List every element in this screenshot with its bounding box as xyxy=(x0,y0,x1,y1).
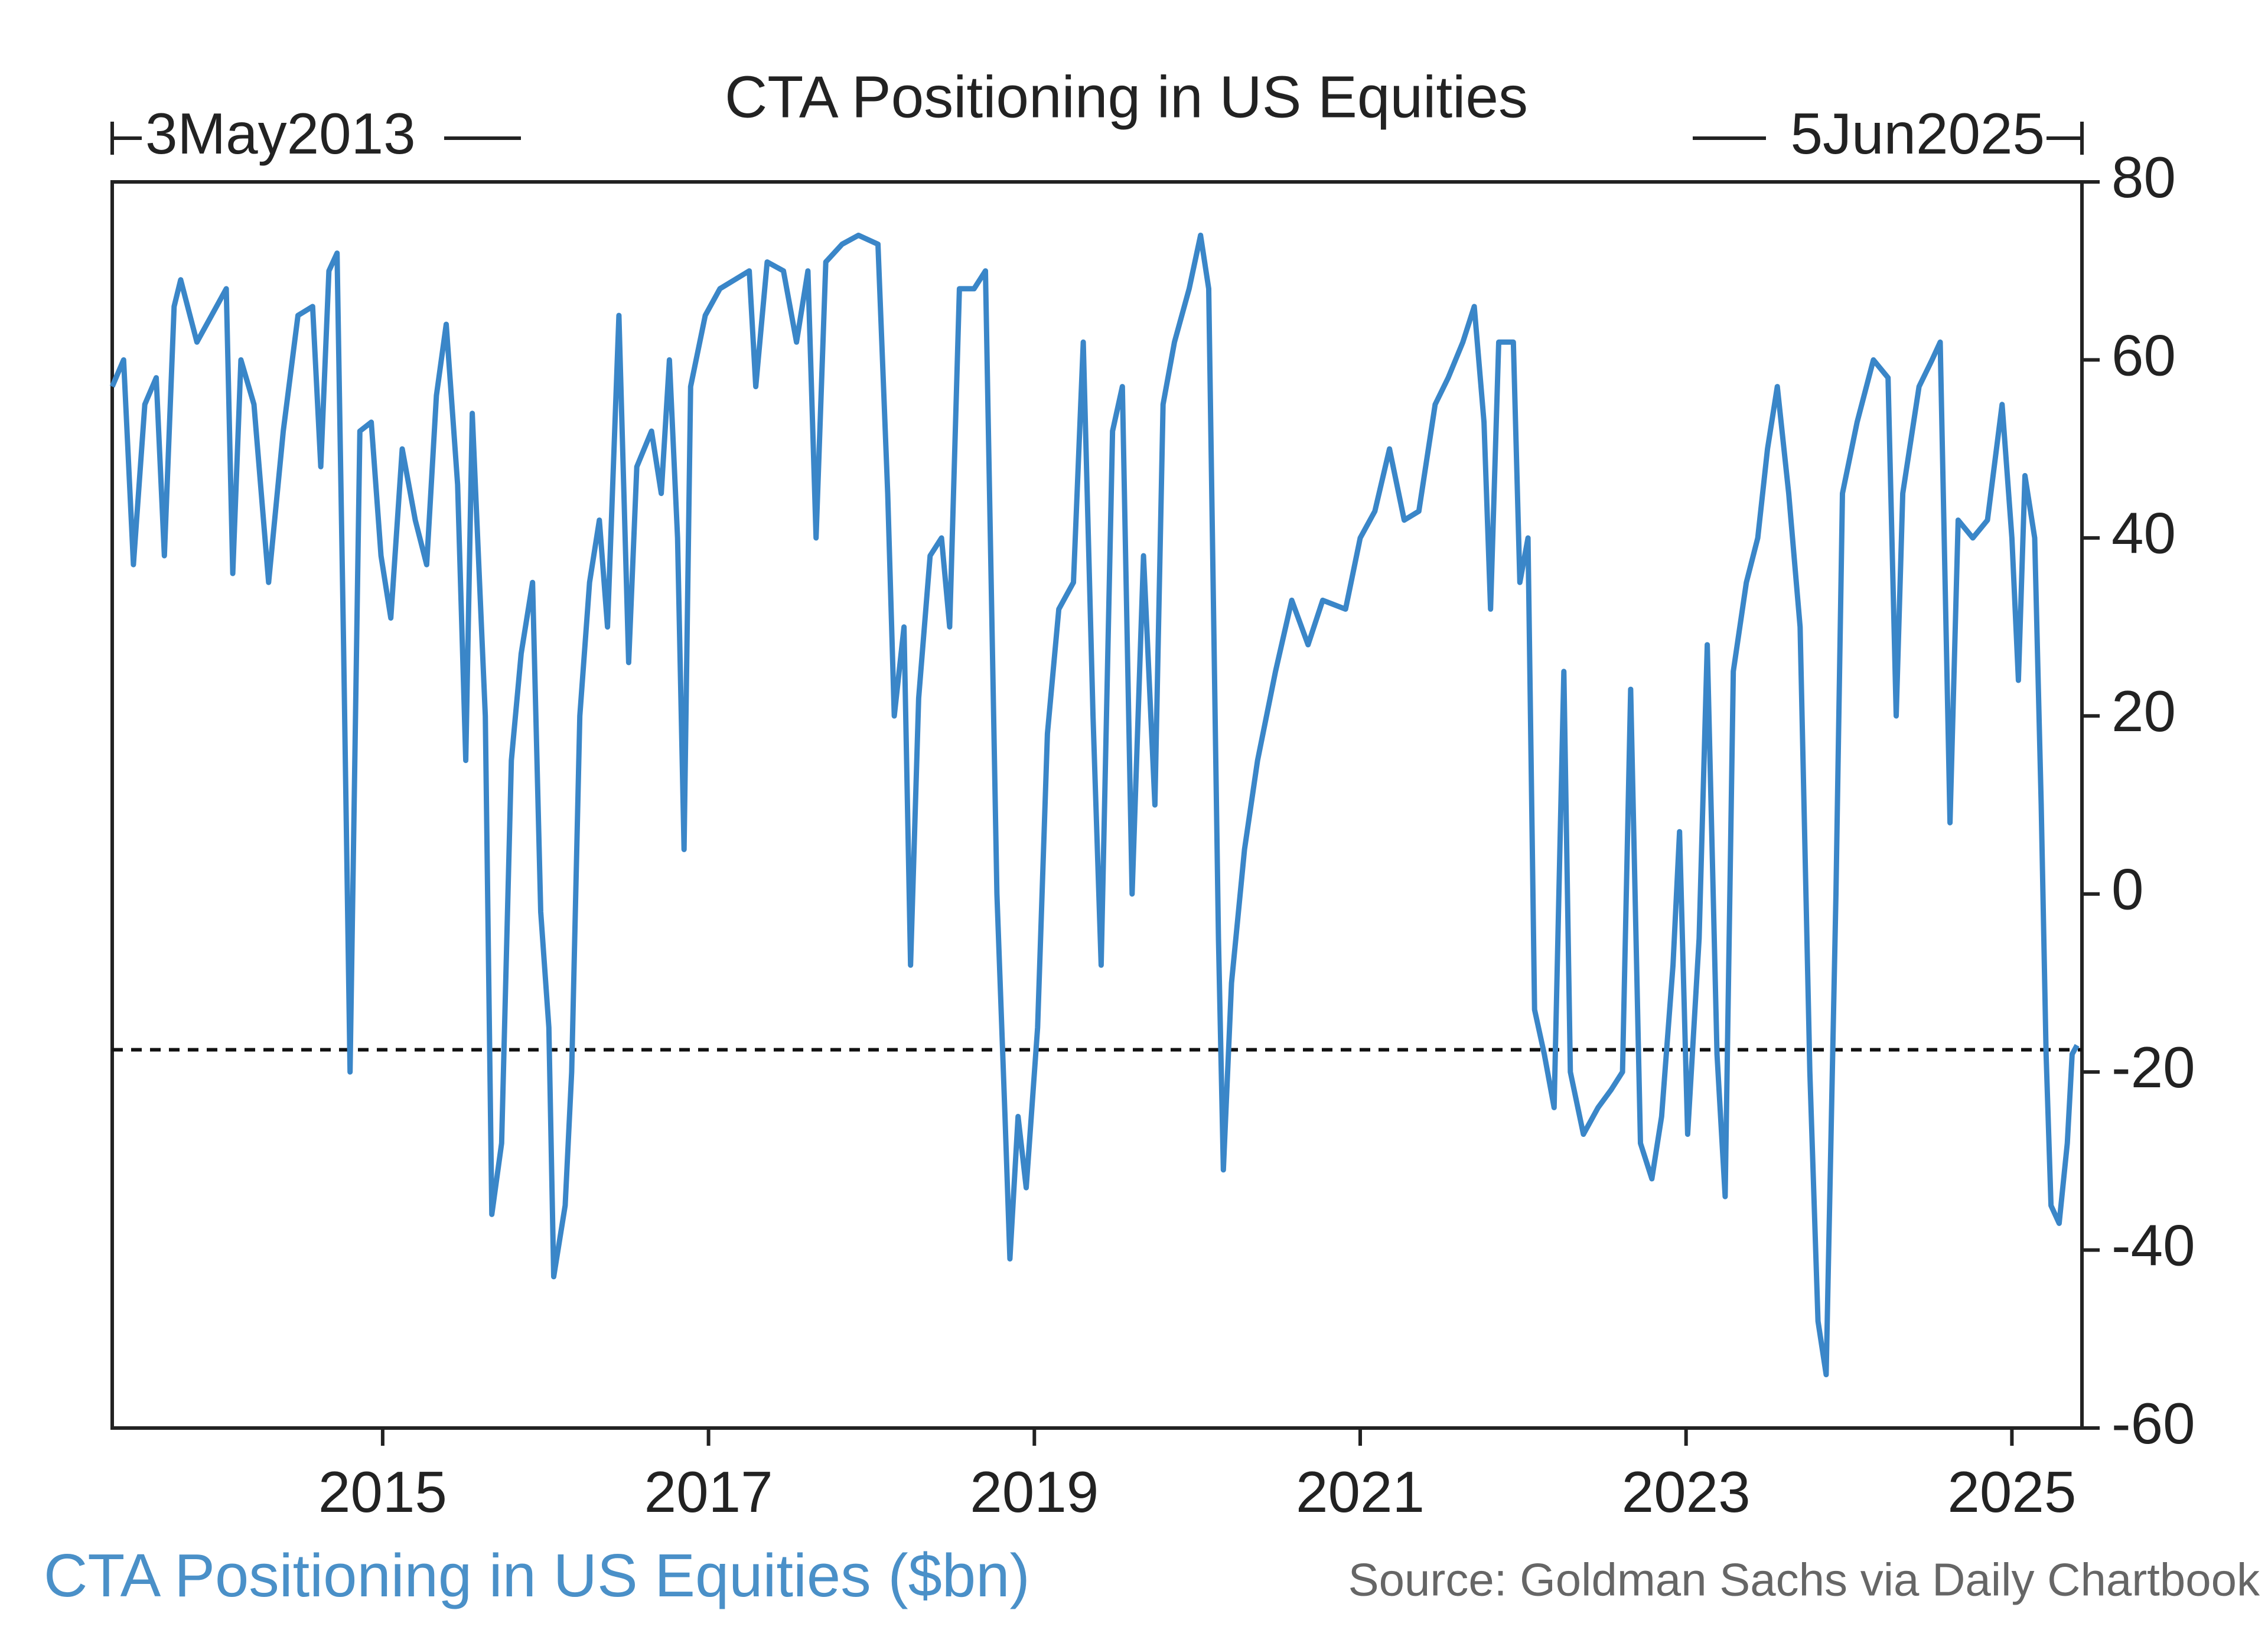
x-tick-label: 2025 xyxy=(1947,1459,2076,1524)
y-tick-label: 60 xyxy=(2111,322,2176,387)
plot-area: -60 -40 -20 0 20 40 60 80 2015 2017 2019 2021 2023 20… xyxy=(109,145,2195,1524)
x-tick-label: 2019 xyxy=(970,1459,1099,1524)
chart-subtitle: CTA Positioning in US Equities ($bn) xyxy=(44,1541,1030,1609)
x-tick-label: 2017 xyxy=(644,1459,773,1524)
start-label: 3May2013 xyxy=(145,101,416,166)
x-tick-label: 2015 xyxy=(318,1459,447,1524)
y-tick-label: -40 xyxy=(2111,1212,2195,1277)
y-tick-label: 40 xyxy=(2111,501,2176,566)
y-tick-label: -60 xyxy=(2111,1391,2195,1456)
plot-frame xyxy=(110,180,2084,1430)
x-tick-label: 2021 xyxy=(1296,1459,1425,1524)
y-tick-label: 0 xyxy=(2111,857,2144,922)
y-tick-label: 80 xyxy=(2111,145,2176,210)
source-note: Source: Goldman Sachs via Daily Chartboo… xyxy=(1348,1554,2260,1606)
chart-title: CTA Positioning in US Equities xyxy=(725,64,1528,130)
end-label: 5Jun2025 xyxy=(1790,101,2045,166)
y-tick-label: 20 xyxy=(2111,679,2176,744)
y-tick-label: -20 xyxy=(2111,1035,2195,1100)
data-line xyxy=(109,232,2080,1378)
x-tick-label: 2023 xyxy=(1622,1459,1751,1524)
